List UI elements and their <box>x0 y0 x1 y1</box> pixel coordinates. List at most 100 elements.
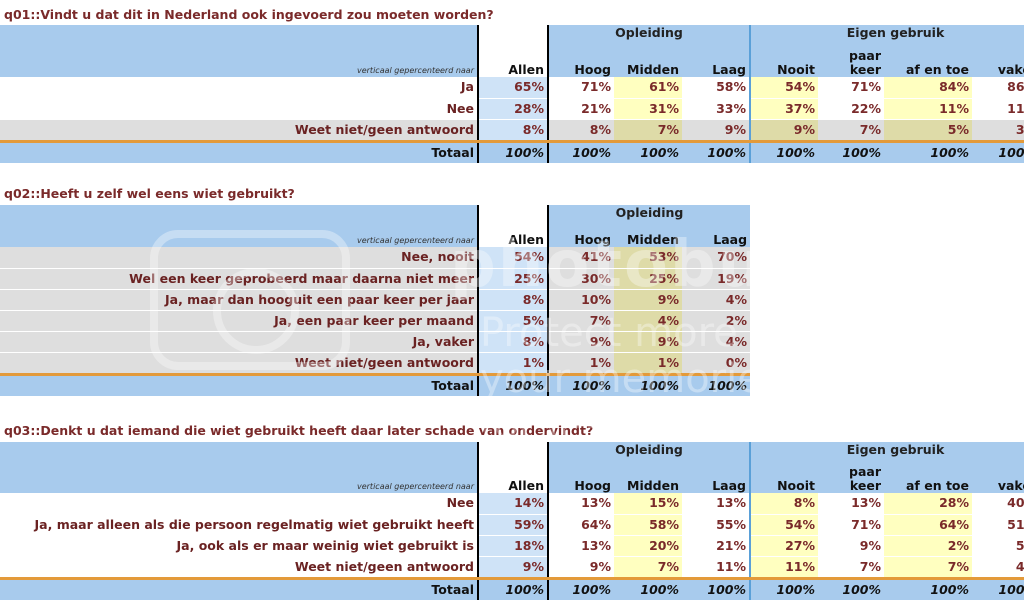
q3-row: Ja, maar alleen als die persoon regelmat… <box>0 514 1024 536</box>
q1-total-label: Totaal <box>0 139 479 163</box>
q1-cell: 11% <box>884 98 972 120</box>
q3-cell: 13% <box>547 493 614 515</box>
q1-header-blank <box>0 25 479 47</box>
q1-col-nooit: Nooit <box>749 47 818 77</box>
q2-cell: 1% <box>614 352 682 375</box>
q1-row-label: Nee <box>0 98 479 120</box>
q2-header-blank <box>0 205 479 226</box>
q1-placeholder: verticaal gepercenteerd naar <box>0 47 479 77</box>
q1-total-cell: 100% <box>547 139 614 163</box>
q3-cell: 27% <box>749 535 818 557</box>
q1-cell: 7% <box>614 119 682 142</box>
q1-cell: 9% <box>682 119 750 142</box>
q3-cell: 40% <box>972 493 1024 515</box>
q3-cell: 11% <box>682 556 750 579</box>
q1-cell: 33% <box>682 98 750 120</box>
q2-col-hoog: Hoog <box>547 226 614 247</box>
q3-cell: 11% <box>749 556 818 579</box>
q3-col-nooit: Nooit <box>749 463 818 493</box>
q1-total-cell: 100% <box>614 139 682 163</box>
q1-cell: 11% <box>972 98 1024 120</box>
q2-cell: 8% <box>478 289 549 311</box>
q2-cell: 4% <box>614 310 682 332</box>
q3-col-paar-keer: paar keer <box>818 463 884 493</box>
q2-row: Nee, nooit 54% 41% 53% 70% <box>0 247 751 269</box>
q1-col-midden: Midden <box>614 47 682 77</box>
q1-total-cell: 100% <box>749 139 818 163</box>
q1-total-cell: 100% <box>682 139 750 163</box>
q3-group-opleiding: Opleiding <box>547 442 750 463</box>
q1-cell: 71% <box>818 77 884 99</box>
q3-header-allen-blank <box>478 442 549 463</box>
q3-col-allen: Allen <box>478 463 549 493</box>
q1-group-opleiding: Opleiding <box>547 25 750 47</box>
q3-cell: 7% <box>818 556 884 579</box>
q1-cell: 9% <box>749 119 818 142</box>
q2-cell: 19% <box>682 268 751 290</box>
q1-cell: 84% <box>884 77 972 99</box>
q1-cell: 86% <box>972 77 1024 99</box>
q1-col-allen: Allen <box>478 47 549 77</box>
q3-cell: 64% <box>547 514 614 536</box>
q1-cell: 7% <box>818 119 884 142</box>
q3-cell: 9% <box>547 556 614 579</box>
q2-header-allen-blank <box>478 205 549 226</box>
q2-col-midden: Midden <box>614 226 682 247</box>
q2-total-cell: 100% <box>682 372 751 396</box>
q3-cell: 9% <box>818 535 884 557</box>
q1-total-cell: 100% <box>972 139 1024 163</box>
q3-cell: 71% <box>818 514 884 536</box>
q3-placeholder: verticaal gepercenteerd naar <box>0 463 479 493</box>
q2-cell: 70% <box>682 247 751 269</box>
q2-total-label: Totaal <box>0 372 479 396</box>
q3-total-label: Totaal <box>0 576 479 600</box>
q1-cell: 71% <box>547 77 614 99</box>
q2-cell: 4% <box>682 331 751 353</box>
q2-row-label: Nee, nooit <box>0 247 479 269</box>
q2-title: q02::Heeft u zelf wel eens wiet gebruikt… <box>4 186 295 201</box>
q2-row: Weet niet/geen antwoord 1% 1% 1% 0% <box>0 352 751 375</box>
q3-col-laag: Laag <box>682 463 750 493</box>
q2-group-opleiding: Opleiding <box>546 205 751 226</box>
q1-cell: 22% <box>818 98 884 120</box>
q2-cell: 1% <box>478 352 549 375</box>
q1-cell: 8% <box>478 119 549 142</box>
q2-cell: 9% <box>547 331 614 353</box>
q1-col-af-en-toe: af en toe <box>884 47 972 77</box>
q2-cell: 30% <box>547 268 614 290</box>
q1-row-label: Weet niet/geen antwoord <box>0 119 479 142</box>
q3-cell: 18% <box>478 535 549 557</box>
q3-total-cell: 100% <box>682 576 750 600</box>
q1-total-cell: 100% <box>478 139 549 163</box>
q2-total-cell: 100% <box>547 372 614 396</box>
q3-cell: 55% <box>682 514 750 536</box>
q3-row-label: Ja, ook als er maar weinig wiet gebruikt… <box>0 535 479 557</box>
q2-cell: 9% <box>614 331 682 353</box>
q3-cell: 59% <box>478 514 549 536</box>
q3-row: Weet niet/geen antwoord 9% 9% 7% 11% 11%… <box>0 556 1024 579</box>
q3-col-vaker: vaker <box>972 463 1024 493</box>
q2-cell: 5% <box>478 310 549 332</box>
q3-col-af-en-toe: af en toe <box>884 463 972 493</box>
q3-cell: 8% <box>749 493 818 515</box>
q2-total-cell: 100% <box>478 372 549 396</box>
q2-row-label: Weet niet/geen antwoord <box>0 352 479 375</box>
q1-title: q01::Vindt u dat dit in Nederland ook in… <box>4 7 494 22</box>
q1-cell: 28% <box>478 98 549 120</box>
q3-cell: 13% <box>682 493 750 515</box>
q1-cell: 65% <box>478 77 549 99</box>
q2-col-laag: Laag <box>682 226 751 247</box>
q1-cell: 31% <box>614 98 682 120</box>
q1-table: Opleiding Eigen gebruik verticaal geperc… <box>0 25 1024 163</box>
q1-cell: 8% <box>547 119 614 142</box>
q2-cell: 2% <box>682 310 751 332</box>
q1-total-cell: 100% <box>818 139 884 163</box>
q3-cell: 51% <box>972 514 1024 536</box>
q1-total-row: Totaal 100% 100% 100% 100% 100% 100% 100… <box>0 139 1024 163</box>
q3-cell: 9% <box>478 556 549 579</box>
q1-cell: 37% <box>749 98 818 120</box>
q2-cell: 53% <box>614 247 682 269</box>
q3-row-label: Nee <box>0 493 479 515</box>
q3-total-row: Totaal 100% 100% 100% 100% 100% 100% 100… <box>0 576 1024 600</box>
q2-col-allen: Allen <box>478 226 549 247</box>
